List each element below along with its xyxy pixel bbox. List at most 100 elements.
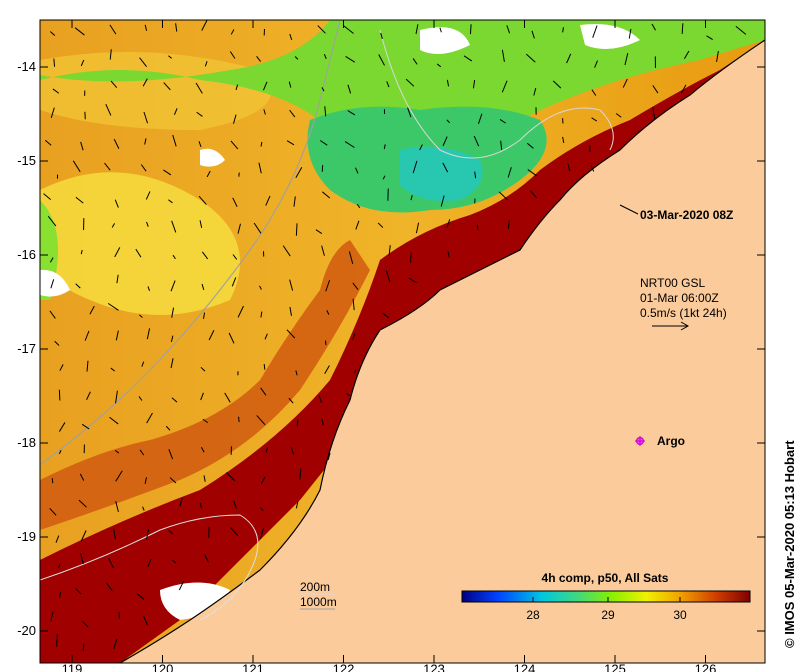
current-vector bbox=[507, 167, 512, 178]
current-vector bbox=[171, 307, 175, 318]
current-vector bbox=[289, 306, 292, 316]
no-data-patch bbox=[420, 27, 470, 54]
current-vector bbox=[165, 425, 171, 431]
current-vector bbox=[348, 251, 354, 265]
current-vector bbox=[74, 27, 85, 36]
current-vector bbox=[378, 54, 385, 66]
current-vector bbox=[412, 58, 418, 65]
current-vector bbox=[75, 587, 82, 595]
no-data-patch bbox=[160, 582, 230, 620]
current-vector bbox=[343, 25, 354, 34]
current-vector bbox=[259, 527, 265, 539]
current-vector bbox=[86, 391, 91, 400]
current-vector bbox=[53, 58, 56, 67]
current-vector bbox=[477, 113, 483, 125]
longitude-tick-label: 124 bbox=[514, 662, 536, 672]
current-vector bbox=[263, 363, 266, 370]
current-vector bbox=[594, 60, 598, 68]
current-vector bbox=[57, 564, 61, 569]
current-vector bbox=[105, 104, 112, 116]
current-vector bbox=[473, 135, 480, 147]
contour-label-1000m: 1000m bbox=[300, 595, 337, 609]
current-vector bbox=[115, 470, 123, 482]
current-vector bbox=[199, 502, 202, 509]
current-vector bbox=[354, 369, 357, 374]
current-vector bbox=[233, 500, 237, 509]
current-vector bbox=[179, 497, 183, 507]
current-vector bbox=[260, 387, 267, 396]
current-vector bbox=[111, 223, 115, 228]
current-vector bbox=[499, 119, 506, 124]
current-vector bbox=[296, 419, 299, 427]
current-vector bbox=[146, 528, 150, 540]
current-vector bbox=[237, 223, 241, 234]
current-vector bbox=[172, 134, 177, 147]
current-vector bbox=[108, 557, 114, 569]
current-vector bbox=[109, 24, 117, 35]
current-vector bbox=[147, 286, 151, 291]
current-vector bbox=[256, 55, 262, 62]
current-vector bbox=[78, 499, 87, 508]
bathymetry-200m-contour bbox=[379, 29, 614, 159]
current-vector bbox=[321, 87, 325, 92]
current-vector bbox=[294, 56, 299, 60]
current-vector bbox=[230, 29, 235, 35]
current-vector bbox=[113, 528, 116, 540]
mixed-warm-zone bbox=[40, 240, 370, 530]
current-source-label: NRT00 GSL bbox=[640, 276, 705, 290]
current-vector bbox=[293, 196, 296, 207]
current-vector bbox=[168, 449, 174, 460]
current-vector bbox=[224, 392, 231, 403]
current-vector bbox=[592, 25, 598, 38]
current-vector bbox=[262, 81, 268, 91]
current-vector bbox=[352, 282, 359, 290]
current-vector bbox=[89, 305, 95, 315]
current-vector bbox=[419, 144, 423, 151]
current-vector bbox=[144, 138, 147, 145]
current-vector bbox=[49, 310, 56, 319]
current-vector bbox=[203, 312, 206, 319]
current-vector bbox=[527, 169, 538, 177]
current-vector bbox=[315, 229, 323, 234]
current-vector bbox=[325, 279, 331, 292]
current-vector bbox=[407, 107, 412, 118]
current-vector bbox=[260, 507, 264, 512]
colorbar-tick-label: 30 bbox=[673, 608, 687, 622]
current-vector bbox=[169, 477, 177, 484]
current-vector bbox=[113, 638, 118, 649]
current-vector bbox=[476, 224, 479, 231]
current-vector bbox=[198, 141, 202, 148]
current-vector bbox=[113, 138, 120, 149]
current-vector bbox=[442, 136, 448, 147]
current-vector bbox=[446, 79, 450, 87]
current-vector bbox=[79, 473, 85, 481]
current-vector bbox=[716, 50, 719, 62]
current-vector bbox=[142, 78, 148, 87]
current-vector bbox=[142, 506, 145, 511]
current-vector bbox=[115, 501, 119, 513]
current-vector bbox=[107, 302, 119, 311]
current-vector bbox=[231, 277, 237, 287]
current-vector bbox=[147, 558, 152, 568]
latitude-tick-label: -17 bbox=[17, 341, 36, 356]
current-vector bbox=[178, 580, 185, 591]
current-vector bbox=[321, 191, 331, 199]
current-vector bbox=[143, 111, 149, 124]
current-vector bbox=[72, 160, 81, 173]
current-vector bbox=[440, 195, 445, 207]
current-vector bbox=[81, 423, 90, 430]
current-vector bbox=[256, 415, 266, 426]
current-vector bbox=[51, 478, 54, 484]
current-vector bbox=[44, 139, 52, 146]
current-vector bbox=[54, 340, 60, 346]
current-vector bbox=[230, 140, 239, 150]
current-vector bbox=[264, 333, 268, 340]
current-vector bbox=[170, 280, 176, 292]
current-vector bbox=[324, 106, 327, 117]
current-vector bbox=[198, 195, 207, 205]
current-vector bbox=[318, 395, 323, 403]
current-vector bbox=[201, 20, 208, 31]
current-vector bbox=[138, 396, 143, 401]
current-vector bbox=[415, 222, 420, 234]
current-vector bbox=[735, 25, 747, 35]
